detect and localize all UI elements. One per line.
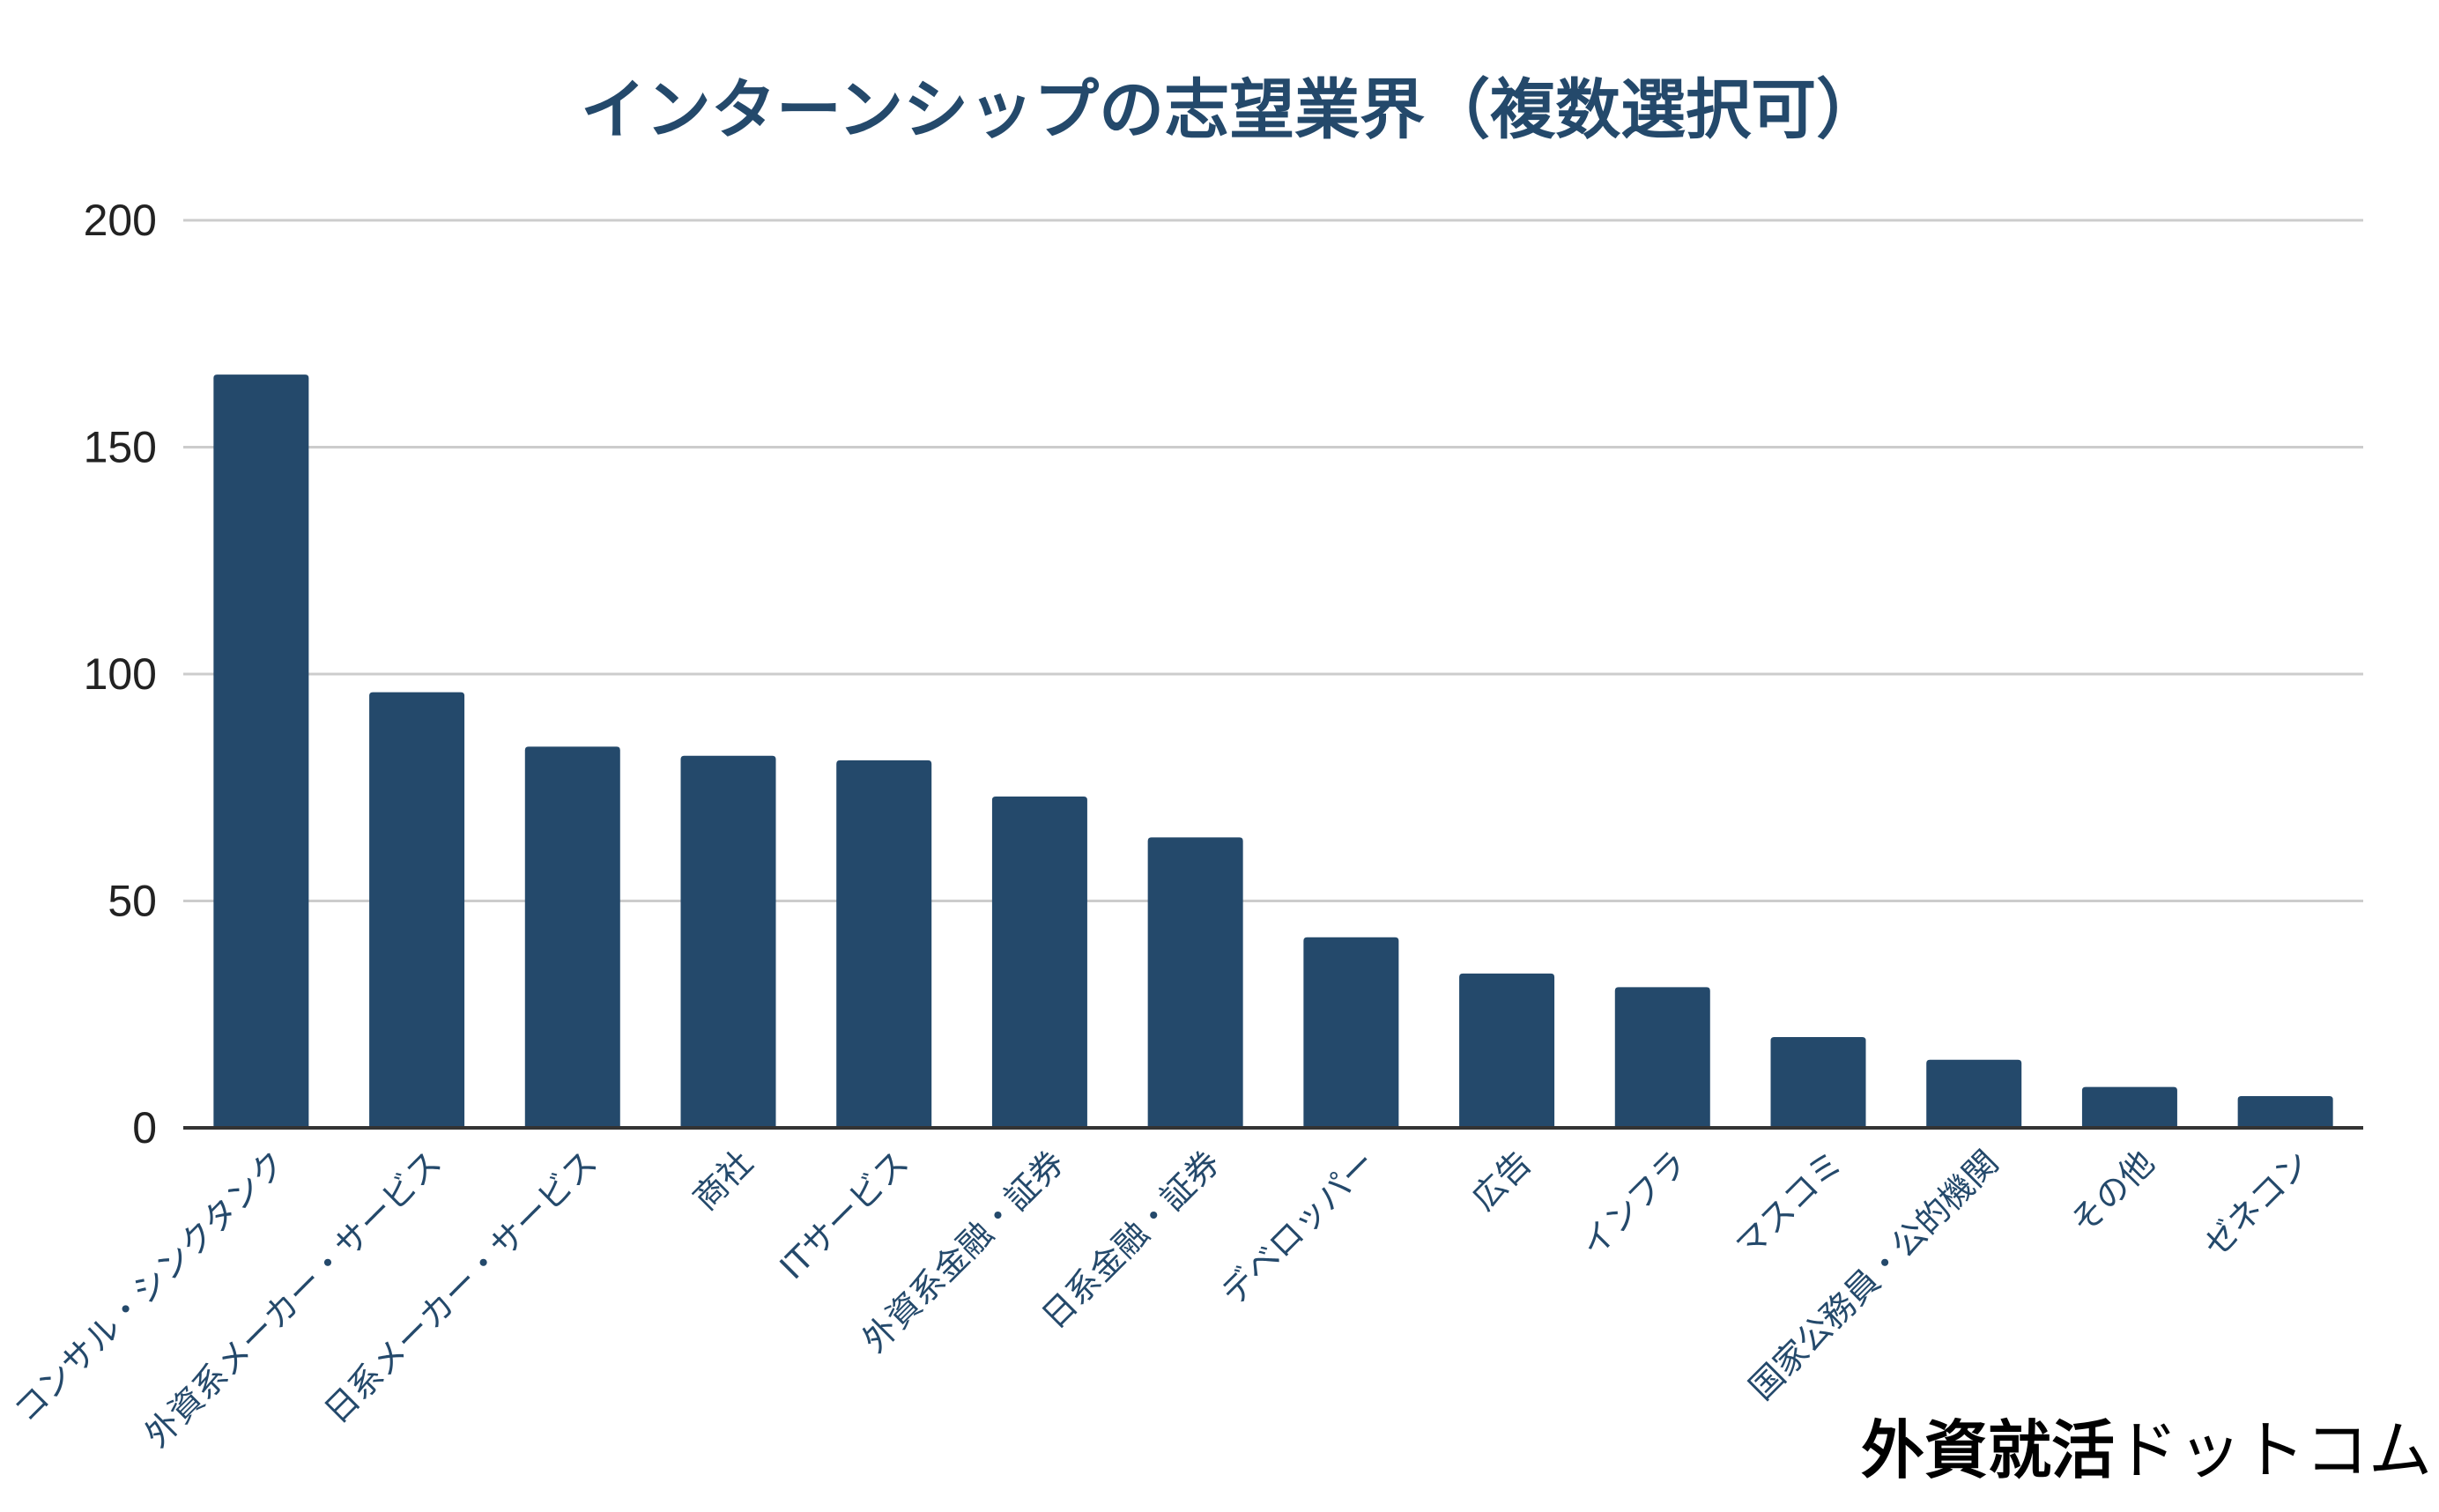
y-tick-label: 0 — [132, 1103, 157, 1153]
x-category-label: 商社 — [686, 1143, 760, 1218]
logo-watermark: 外資就活ドットコム — [1861, 1419, 2432, 1483]
bar — [369, 692, 465, 1128]
y-tick-label: 200 — [84, 196, 157, 245]
y-tick-label: 50 — [107, 877, 157, 926]
bar — [2237, 1095, 2333, 1128]
bar — [2081, 1086, 2177, 1128]
logo-watermark-strong: 外資就活 — [1860, 1412, 2115, 1487]
bar — [1614, 987, 1710, 1128]
bar — [680, 755, 776, 1128]
x-category-label: ITサービス — [773, 1143, 916, 1286]
bar — [213, 374, 309, 1129]
x-category-label: インフラ — [1573, 1143, 1694, 1264]
bar — [1303, 937, 1399, 1128]
bar — [524, 746, 620, 1128]
logo-watermark-light: ドットコム — [2114, 1413, 2432, 1487]
x-category-label: マスコミ — [1728, 1143, 1850, 1265]
y-tick-label: 100 — [84, 649, 157, 699]
y-tick-label: 150 — [84, 423, 157, 472]
x-category-label: デベロッパー — [1213, 1143, 1383, 1312]
bar — [1459, 973, 1555, 1128]
x-category-label: その他 — [2064, 1143, 2162, 1241]
x-category-label: 国家公務員・公的機関 — [1742, 1143, 2006, 1407]
x-category-label: 日系メーカー・サービス — [316, 1143, 604, 1431]
x-category-label: コンサル・シンクタンク — [6, 1143, 293, 1430]
bar — [991, 797, 1087, 1128]
chart-title: インターンシップの志望業界（複数選択可） — [581, 72, 1881, 148]
x-category-label: ゼネコン — [2196, 1143, 2317, 1264]
bar — [1147, 837, 1243, 1128]
bar — [1926, 1059, 2022, 1128]
bar — [836, 760, 932, 1128]
x-category-label: 広告 — [1464, 1143, 1539, 1218]
bar — [1770, 1037, 1866, 1128]
x-category-label: 外資系メーカー・サービス — [137, 1143, 449, 1455]
